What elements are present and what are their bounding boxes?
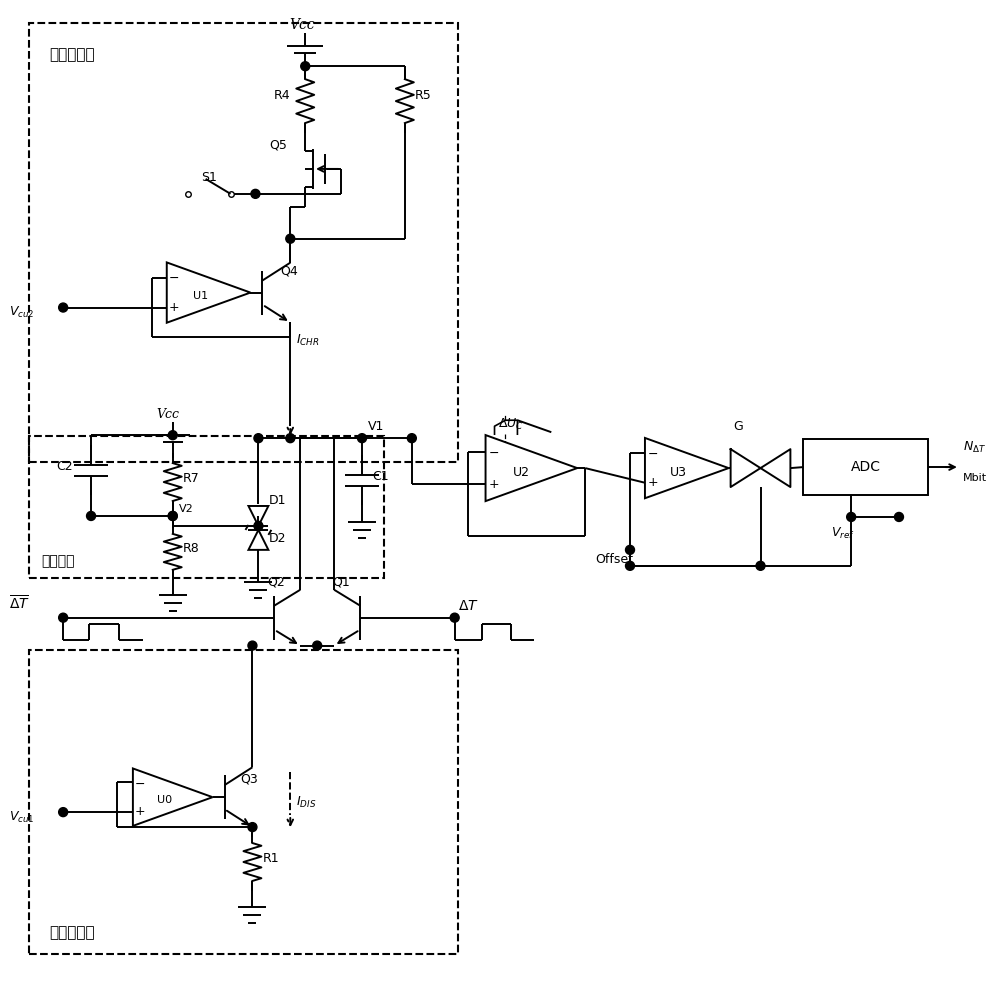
Text: Offset: Offset: [595, 553, 633, 566]
Circle shape: [847, 512, 856, 521]
Text: Vcc: Vcc: [157, 408, 180, 421]
Text: U2: U2: [512, 466, 529, 479]
Text: Vcc: Vcc: [290, 18, 315, 32]
Circle shape: [254, 521, 263, 530]
Circle shape: [59, 303, 68, 312]
Circle shape: [59, 613, 68, 622]
Text: Q1: Q1: [332, 576, 350, 589]
Circle shape: [408, 434, 417, 443]
Text: $N_{\Delta T}$: $N_{\Delta T}$: [963, 440, 986, 455]
Text: S1: S1: [201, 171, 217, 184]
Text: U3: U3: [670, 466, 687, 479]
Text: $-$: $-$: [488, 446, 500, 459]
Circle shape: [301, 62, 310, 71]
Text: 充电恒流源: 充电恒流源: [49, 47, 95, 62]
Text: R8: R8: [183, 542, 200, 555]
Circle shape: [894, 512, 903, 521]
Text: $+$: $+$: [488, 478, 500, 491]
Text: G: G: [733, 420, 743, 433]
Text: R7: R7: [183, 472, 200, 485]
Text: 稳压电路: 稳压电路: [41, 554, 75, 568]
Text: $\Delta U_C$: $\Delta U_C$: [498, 417, 523, 432]
Text: $+$: $+$: [134, 805, 146, 818]
Text: $-$: $-$: [647, 447, 658, 460]
Circle shape: [254, 434, 263, 443]
Text: D2: D2: [269, 532, 286, 545]
Circle shape: [358, 434, 367, 443]
Text: ADC: ADC: [850, 460, 880, 474]
Circle shape: [756, 561, 765, 570]
Circle shape: [168, 511, 177, 520]
Text: C1: C1: [372, 470, 389, 483]
Text: $I_{DIS}$: $I_{DIS}$: [297, 795, 317, 810]
Circle shape: [87, 511, 96, 520]
Circle shape: [625, 561, 634, 570]
Circle shape: [451, 613, 460, 622]
Text: D1: D1: [269, 494, 286, 507]
Text: R5: R5: [415, 89, 432, 102]
Text: C2: C2: [56, 460, 73, 473]
Bar: [29, 23, 458, 462]
Circle shape: [168, 431, 177, 440]
Text: 放电恒流源: 放电恒流源: [49, 925, 95, 940]
Text: Q3: Q3: [241, 772, 258, 785]
Text: V1: V1: [368, 420, 385, 433]
Text: $V_{cu2}$: $V_{cu2}$: [9, 305, 35, 320]
Text: $\overline{\Delta T}$: $\overline{\Delta T}$: [9, 594, 30, 613]
Text: R4: R4: [274, 89, 290, 102]
Text: Mbit: Mbit: [963, 473, 987, 483]
Text: $V_{cu1}$: $V_{cu1}$: [9, 810, 35, 825]
Circle shape: [248, 823, 257, 832]
Circle shape: [625, 545, 634, 554]
Circle shape: [59, 808, 68, 817]
Bar: [29, 436, 384, 578]
Circle shape: [286, 434, 295, 443]
Bar: [803, 439, 928, 495]
Text: Q5: Q5: [270, 139, 288, 152]
Text: R1: R1: [263, 852, 279, 865]
Text: Q4: Q4: [281, 265, 298, 278]
Circle shape: [251, 189, 260, 198]
Bar: [29, 650, 458, 954]
Text: $V_{ref}$: $V_{ref}$: [831, 526, 855, 541]
Text: U1: U1: [193, 291, 208, 301]
Text: $+$: $+$: [647, 476, 658, 489]
Text: $\Delta T$: $\Delta T$: [458, 599, 479, 613]
Circle shape: [313, 641, 322, 650]
Text: $+$: $+$: [168, 301, 180, 314]
Text: $I_{CHR}$: $I_{CHR}$: [297, 333, 320, 348]
Text: V2: V2: [179, 504, 194, 514]
Text: $-$: $-$: [168, 271, 179, 284]
Circle shape: [248, 641, 257, 650]
Circle shape: [168, 511, 177, 520]
Text: $-$: $-$: [134, 777, 146, 790]
Circle shape: [286, 234, 295, 243]
Text: Q2: Q2: [268, 576, 285, 589]
Text: U0: U0: [157, 795, 173, 805]
